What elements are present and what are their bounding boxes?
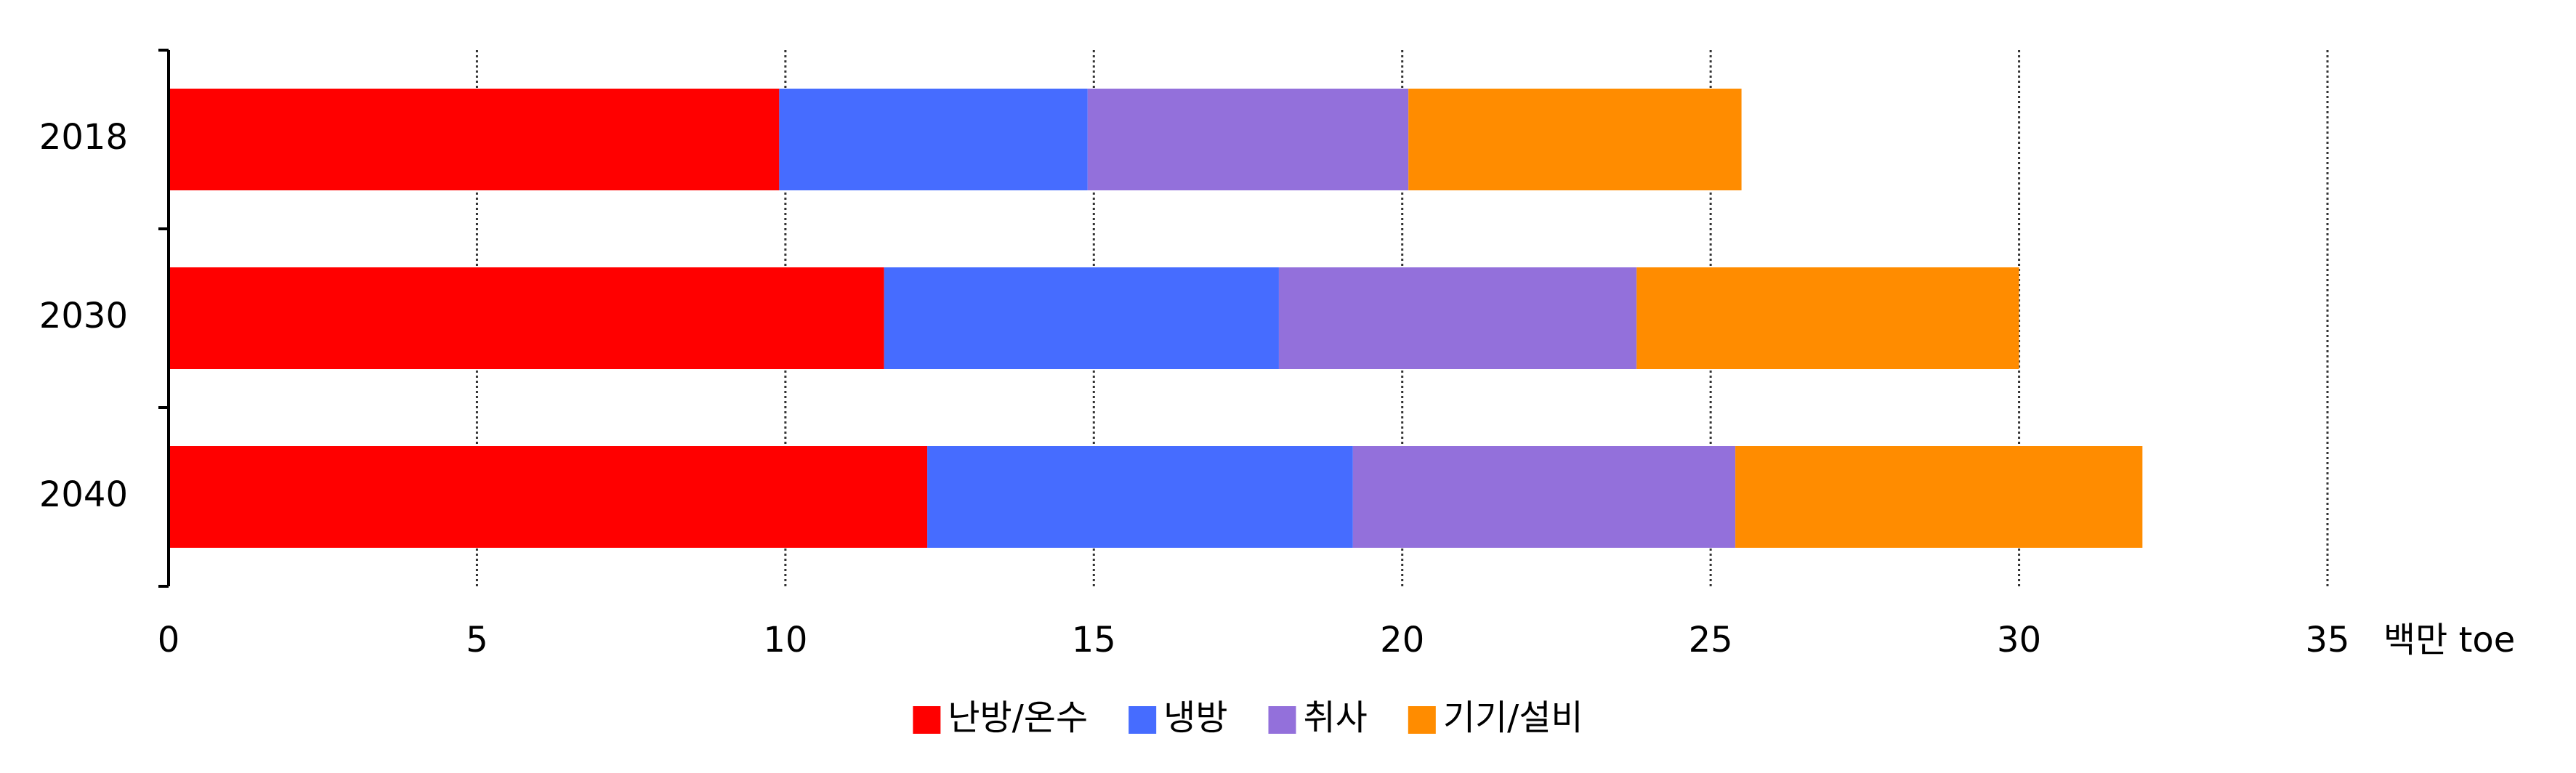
legend-swatch <box>1268 706 1296 734</box>
x-tick-label: 5 <box>466 620 488 660</box>
legend-swatch <box>913 706 941 734</box>
bar-segment <box>884 267 1279 369</box>
bar-segment <box>927 446 1353 548</box>
bar-segment <box>1408 89 1742 190</box>
legend-label: 냉방 <box>1163 697 1227 738</box>
x-axis-label: 백만 toe <box>2383 620 2515 660</box>
bar-segment <box>169 446 928 548</box>
bar-segment <box>169 89 780 190</box>
legend-swatch <box>1408 706 1436 734</box>
x-tick-label: 10 <box>763 620 807 660</box>
bar-segment <box>1087 89 1409 190</box>
legend-label: 취사 <box>1304 697 1368 738</box>
x-tick-label: 20 <box>1380 620 1424 660</box>
x-tick-label: 0 <box>158 620 180 660</box>
bar-segment <box>1735 446 2143 548</box>
x-tick-label: 15 <box>1072 620 1116 660</box>
x-tick-label: 35 <box>2305 620 2349 660</box>
legend-label: 기기/설비 <box>1443 697 1583 738</box>
bar-segment <box>1352 446 1736 548</box>
y-tick-label: 2040 <box>39 474 128 515</box>
bar-segment <box>1278 267 1637 369</box>
y-tick-label: 2018 <box>39 117 128 158</box>
x-tick-label: 30 <box>1997 620 2041 660</box>
bar-segment <box>779 89 1088 190</box>
legend-label: 난방/온수 <box>948 697 1088 738</box>
y-tick-label: 2030 <box>39 296 128 336</box>
x-tick-label: 25 <box>1689 620 1733 660</box>
legend-swatch <box>1128 706 1157 734</box>
bar-segment <box>169 267 884 369</box>
bar-segment <box>1636 267 2019 369</box>
